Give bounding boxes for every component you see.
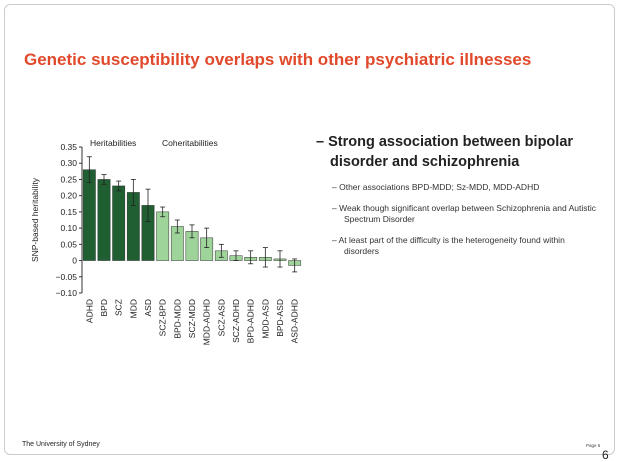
y-tick-label: 0.30 (60, 158, 77, 168)
y-tick-label: 0.20 (60, 191, 77, 201)
x-tick-label: ASD-ADHD (290, 299, 300, 343)
footer: The University of Sydney (22, 441, 100, 448)
x-tick-label: SCZ-ADHD (231, 299, 241, 343)
x-tick-label: SCZ-MDD (187, 299, 197, 338)
bar (97, 179, 111, 261)
y-tick-label: 0 (72, 256, 77, 266)
x-tick-label: MDD (128, 299, 138, 318)
y-tick-label: −0.05 (55, 272, 77, 282)
bullet: Strong association between bipolar disor… (316, 132, 596, 172)
y-tick-label: 0.10 (60, 223, 77, 233)
x-tick-label: BPD-ASD (275, 299, 285, 337)
sub-bullet: Weak though significant overlap between … (332, 203, 596, 225)
x-tick-label: SCZ-BPD (158, 299, 168, 336)
y-tick-label: 0.05 (60, 239, 77, 249)
x-tick-label: BPD-MDD (172, 299, 182, 339)
page-number: 6 (602, 448, 609, 462)
slide-frame (4, 4, 615, 455)
page-label: Page 6 (586, 443, 601, 448)
bar (112, 185, 126, 261)
x-tick-label: BPD-ADHD (246, 299, 256, 343)
x-tick-label: ADHD (84, 299, 94, 323)
y-tick-label: 0.25 (60, 174, 77, 184)
y-axis-label: SNP-based heritability (30, 177, 40, 262)
y-tick-label: −0.10 (55, 288, 77, 298)
sub-bullet: Other associations BPD-MDD; Sz-MDD, MDD-… (332, 182, 596, 193)
sub-bullet: At least part of the difficulty is the h… (332, 235, 596, 257)
annotation: Heritabilities (90, 138, 136, 148)
y-tick-label: 0.15 (60, 207, 77, 217)
x-tick-label: SCZ (114, 299, 124, 316)
slide-title: Genetic susceptibility overlaps with oth… (24, 50, 532, 69)
x-tick-label: MDD-ASD (260, 299, 270, 339)
annotation: Coheritabilities (162, 138, 218, 148)
x-tick-label: BPD (99, 299, 109, 316)
x-tick-label: MDD-ADHD (202, 299, 212, 345)
x-tick-label: SCZ-ASD (216, 299, 226, 336)
y-tick-label: 0.35 (60, 142, 77, 152)
bar (82, 169, 96, 261)
bar (156, 211, 170, 261)
x-tick-label: ASD (143, 299, 153, 316)
bullets: Strong association between bipolar disor… (316, 132, 596, 257)
